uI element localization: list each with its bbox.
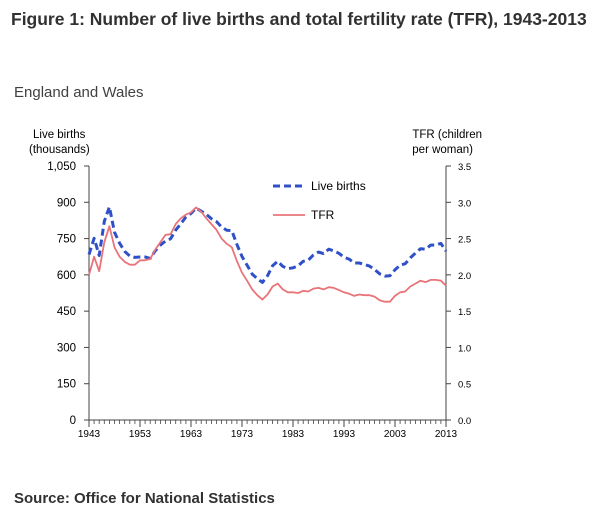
right-axis-label-line2: per woman) [412, 144, 473, 156]
x-tick-label: 1963 [180, 429, 203, 440]
right-tick-label: 3.5 [458, 162, 471, 173]
x-tick-label: 1943 [78, 429, 101, 440]
left-tick-label: 1,050 [47, 161, 76, 173]
right-axis-ticks: 0.0 0.5 1.0 1.5 2.0 2.5 3.0 3.5 [446, 162, 471, 427]
right-tick-label: 0.5 [458, 380, 471, 391]
left-axis-label-line2: (thousands) [29, 144, 90, 156]
right-tick-label: 2.5 [458, 235, 471, 246]
x-tick-label: 2013 [435, 429, 458, 440]
x-tick-label: 1953 [129, 429, 152, 440]
left-tick-label: 600 [57, 270, 76, 282]
x-tick-label: 2003 [384, 429, 407, 440]
right-tick-label: 1.5 [458, 307, 471, 318]
series-line-tfr [88, 206, 447, 303]
right-tick-label: 3.0 [458, 198, 471, 209]
right-tick-label: 2.0 [458, 271, 471, 282]
left-tick-label: 750 [57, 234, 76, 246]
left-tick-label: 900 [57, 197, 76, 209]
legend-live-births-label: Live births [311, 179, 366, 193]
left-tick-label: 300 [57, 342, 76, 354]
right-tick-label: 0.0 [458, 416, 471, 427]
legend: Live births TFR [273, 179, 366, 222]
x-tick-label: 1973 [231, 429, 254, 440]
left-tick-label: 0 [70, 415, 76, 427]
x-axis-ticks: 1943 1953 1963 1973 1983 1993 2003 2013 [78, 420, 458, 440]
figure-source: Source: Office for National Statistics [14, 490, 275, 507]
series-group [87, 205, 448, 303]
left-tick-label: 450 [57, 306, 76, 318]
series-line-live-births [87, 205, 448, 284]
figure-subtitle: England and Wales [14, 84, 144, 101]
left-tick-label: 150 [57, 379, 76, 391]
right-axis-label-line1: TFR (children [412, 129, 482, 141]
left-axis-ticks: 0 150 300 450 600 750 900 1,050 [47, 161, 89, 427]
left-axis-label-line1: Live births [33, 129, 86, 141]
x-tick-label: 1993 [333, 429, 356, 440]
figure-title: Figure 1: Number of live births and tota… [11, 9, 587, 29]
right-tick-label: 1.0 [458, 343, 471, 354]
x-tick-label: 1983 [282, 429, 305, 440]
legend-tfr-label: TFR [311, 208, 335, 222]
line-chart: Live births (thousands) TFR (children pe… [29, 129, 482, 440]
